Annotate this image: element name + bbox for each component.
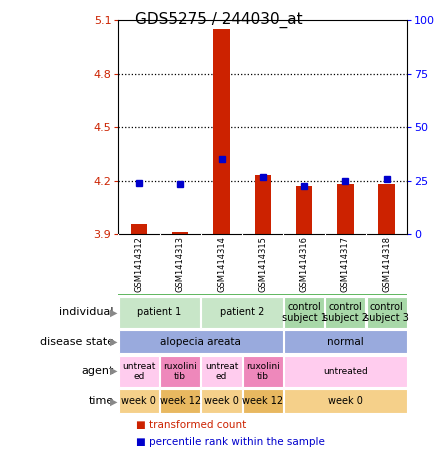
Text: GSM1414315: GSM1414315 [258,236,267,292]
Text: untreat
ed: untreat ed [205,362,238,381]
Text: GSM1414314: GSM1414314 [217,236,226,292]
Text: week 12: week 12 [159,396,201,406]
Text: week 0: week 0 [204,396,239,406]
Text: week 0: week 0 [328,396,363,406]
Bar [201,389,241,414]
Text: untreat
ed: untreat ed [122,362,155,381]
Bar [378,184,395,234]
Bar [243,356,283,387]
Text: disease state: disease state [40,337,114,347]
Text: patient 1: patient 1 [138,307,182,318]
Text: ▶: ▶ [110,366,117,376]
Text: normal: normal [327,337,364,347]
Bar [284,297,324,328]
Bar [201,356,241,387]
Text: ■ percentile rank within the sample: ■ percentile rank within the sample [136,437,325,447]
Bar [160,356,200,387]
Text: GSM1414317: GSM1414317 [341,236,350,292]
Text: patient 2: patient 2 [220,307,265,318]
Text: individual: individual [60,307,114,318]
Text: agent: agent [81,366,114,376]
Text: ■ transformed count: ■ transformed count [136,419,246,430]
Bar [337,184,353,234]
Bar [213,29,230,234]
Bar [243,389,283,414]
Text: GSM1414316: GSM1414316 [300,236,309,292]
Text: control
subject 1: control subject 1 [282,302,327,323]
Bar [284,356,407,387]
Bar [119,389,159,414]
Text: GSM1414312: GSM1414312 [134,236,143,292]
Text: GSM1414318: GSM1414318 [382,236,391,292]
Text: week 0: week 0 [121,396,156,406]
Bar [119,356,159,387]
Bar [119,330,283,353]
Text: alopecia areata: alopecia areata [160,337,241,347]
Bar [254,175,271,234]
Text: control
subject 2: control subject 2 [323,302,368,323]
Text: time: time [88,396,114,406]
Bar [367,297,407,328]
Text: ▶: ▶ [110,337,117,347]
Text: GSM1414313: GSM1414313 [176,236,185,292]
Text: untreated: untreated [323,367,368,376]
Text: ▶: ▶ [110,307,117,318]
Bar [296,186,312,234]
Bar [119,297,200,328]
Bar [325,297,365,328]
Text: control
subject 3: control subject 3 [364,302,409,323]
Text: ▶: ▶ [110,396,117,406]
Bar [160,389,200,414]
Bar [131,223,147,234]
Bar [172,232,188,234]
Bar [284,389,407,414]
Bar [201,297,283,328]
Bar [284,330,407,353]
Text: week 12: week 12 [242,396,283,406]
Text: ruxolini
tib: ruxolini tib [163,362,197,381]
Text: GDS5275 / 244030_at: GDS5275 / 244030_at [135,11,303,28]
Text: ruxolini
tib: ruxolini tib [246,362,280,381]
